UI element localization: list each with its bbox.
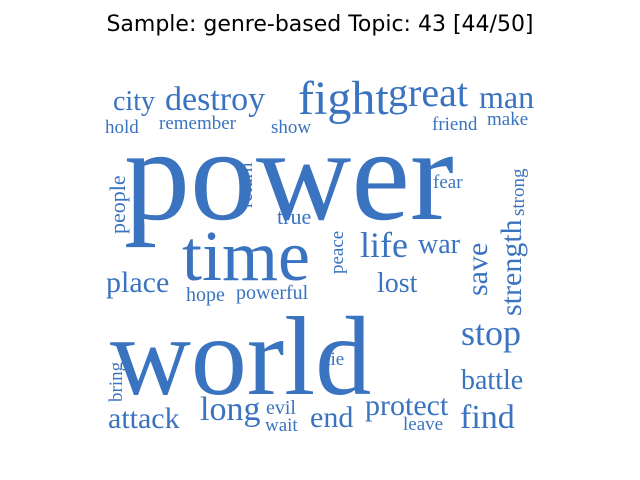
word-hope: hope <box>186 284 225 306</box>
word-friend: friend <box>432 114 478 135</box>
word-peace: peace <box>327 231 348 274</box>
word-strong: strong <box>508 168 529 216</box>
word-fear: fear <box>433 172 463 193</box>
word-powerful: powerful <box>236 282 309 304</box>
word-man: man <box>479 79 534 115</box>
word-show: show <box>271 117 311 138</box>
word-evil: evil <box>266 397 296 419</box>
word-protect: protect <box>365 389 449 422</box>
word-wait: wait <box>265 415 298 436</box>
word-life: life <box>360 225 408 265</box>
word-long: long <box>200 391 260 428</box>
word-hold: hold <box>105 117 139 138</box>
word-city: city <box>113 86 155 117</box>
word-remember: remember <box>159 113 237 134</box>
plot-title: Sample: genre-based Topic: 43 [44/50] <box>106 12 534 37</box>
word-war: war <box>418 229 461 260</box>
word-strength: strength <box>495 219 528 316</box>
word-die: die <box>321 349 344 370</box>
word-save: save <box>461 243 494 296</box>
word-attack: attack <box>108 402 180 435</box>
word-fight: fight <box>298 72 389 125</box>
word-world: world <box>110 295 371 419</box>
word-battle: battle <box>461 365 523 396</box>
word-bring: bring <box>106 361 127 402</box>
word-lost: lost <box>377 268 418 299</box>
word-return: return <box>236 162 257 208</box>
word-people: people <box>105 175 130 234</box>
word-leave: leave <box>403 414 443 435</box>
word-stop: stop <box>461 313 521 353</box>
word-true: true <box>277 204 311 229</box>
word-place: place <box>106 266 169 299</box>
word-great: great <box>388 70 468 115</box>
word-end: end <box>310 401 353 434</box>
word-time: time <box>182 216 310 296</box>
word-make: make <box>487 109 528 130</box>
word-destroy: destroy <box>165 81 265 118</box>
word-find: find <box>460 399 515 436</box>
word-power: power <box>124 101 454 248</box>
